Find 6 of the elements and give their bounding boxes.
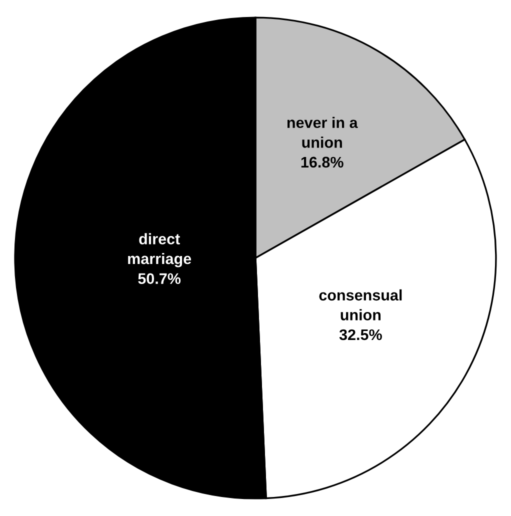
slice-label: direct marriage (128, 233, 192, 268)
slice-label: never in a union (287, 116, 358, 148)
data-label: 50.7% (138, 273, 181, 284)
data-label: 16.8% (301, 156, 344, 168)
slice-label: consensual union (319, 289, 402, 320)
data-label: 32.5% (339, 329, 382, 340)
